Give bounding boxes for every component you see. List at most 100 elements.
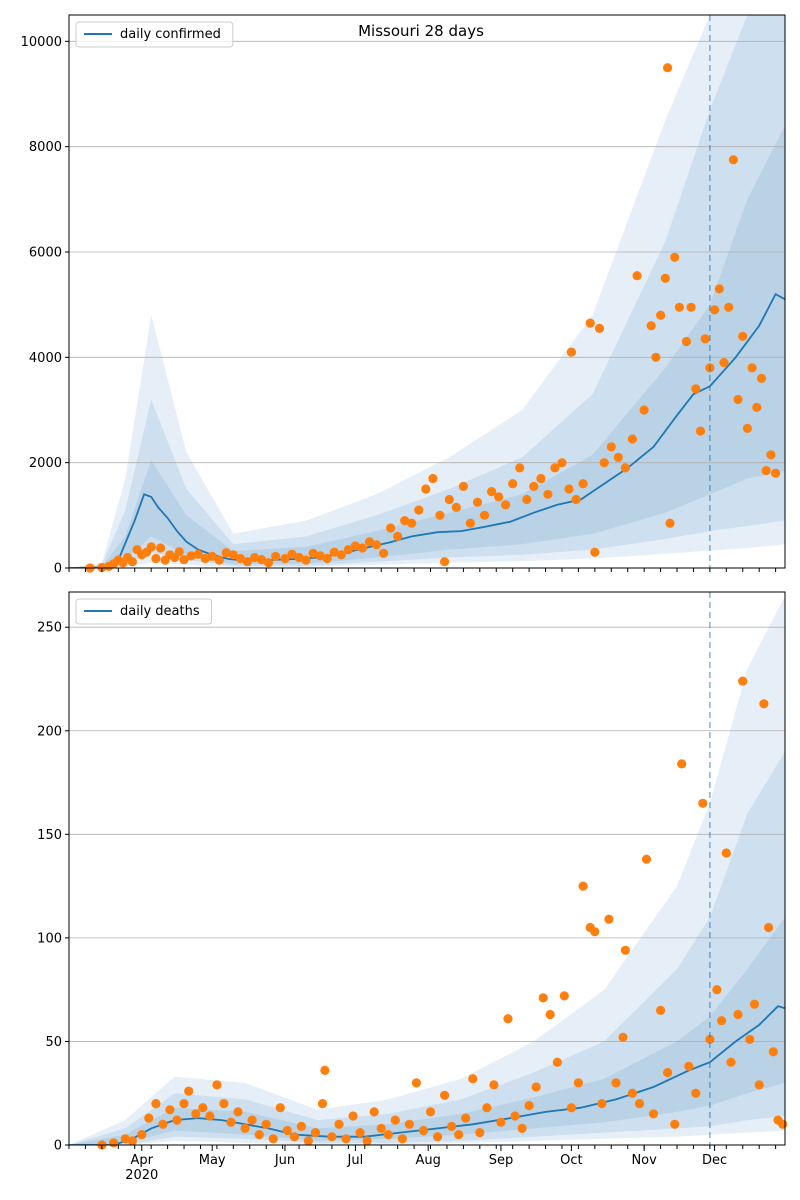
data-point [263, 558, 274, 568]
data-point [738, 331, 748, 341]
uncertainty-band-3 [69, 596, 785, 1145]
data-point [440, 557, 450, 567]
data-point [656, 1005, 666, 1016]
data-point [695, 426, 706, 436]
data-point [646, 321, 656, 331]
data-point [146, 542, 156, 552]
data-point [355, 1128, 365, 1138]
data-point [379, 548, 389, 558]
data-point [247, 1115, 257, 1125]
data-point [172, 1115, 182, 1125]
data-point [475, 1128, 485, 1138]
data-point [691, 384, 701, 394]
x-tick-label: Nov [631, 1153, 657, 1168]
data-point [564, 484, 574, 494]
data-point [656, 310, 666, 320]
data-point [343, 545, 353, 555]
data-point [193, 549, 203, 559]
data-point [663, 1067, 673, 1078]
data-point [393, 531, 403, 542]
x-tick-label: Sep [489, 1153, 514, 1168]
data-point [566, 1103, 577, 1113]
data-point [733, 394, 743, 405]
data-point [726, 1057, 736, 1067]
data-point [435, 510, 445, 520]
data-point [454, 1130, 464, 1140]
data-point [494, 492, 504, 502]
data-point [764, 922, 774, 933]
data-point [550, 463, 560, 473]
data-point [271, 551, 281, 562]
data-point [376, 1123, 386, 1133]
data-point [348, 1111, 358, 1121]
legend-label-confirmed: daily confirmed [120, 27, 221, 42]
data-point [594, 323, 605, 333]
data-point [531, 1082, 541, 1092]
data-point [487, 487, 497, 497]
data-point [648, 1109, 659, 1119]
data-point [205, 1111, 215, 1121]
data-point [444, 494, 454, 505]
data-point [599, 458, 609, 468]
data-point [543, 489, 553, 499]
data-point [665, 518, 675, 528]
data-point [421, 484, 431, 494]
x-tick-year-label: 2020 [125, 1168, 158, 1183]
y-tick-label: 150 [37, 828, 62, 843]
data-point [472, 497, 483, 507]
data-point [627, 1088, 638, 1098]
x-tick-label: May [199, 1153, 226, 1168]
data-point [315, 551, 325, 561]
y-tick-label: 10000 [21, 35, 62, 50]
data-point [503, 1014, 513, 1024]
y-tick-label: 0 [54, 562, 62, 577]
data-point [184, 1086, 194, 1096]
data-point [151, 553, 161, 564]
data-point [282, 1125, 292, 1136]
data-point [517, 1123, 527, 1133]
data-point [127, 557, 137, 567]
deaths-uncertainty-bands [69, 596, 785, 1145]
data-point [440, 1090, 450, 1100]
data-point [127, 1136, 137, 1146]
data-point [611, 1078, 621, 1088]
data-point [179, 555, 189, 565]
data-point [151, 1099, 161, 1109]
data-point [578, 479, 588, 489]
data-point [400, 516, 410, 526]
data-point [404, 1119, 414, 1129]
data-point [336, 550, 346, 560]
data-point [120, 1134, 130, 1144]
data-point [317, 1099, 328, 1109]
data-point [728, 155, 739, 165]
data-point [174, 547, 184, 557]
data-point [536, 473, 546, 484]
y-tick-label: 8000 [29, 140, 62, 155]
data-point [407, 518, 417, 528]
data-point [268, 1134, 278, 1144]
x-tick-label: Dec [702, 1153, 727, 1168]
data-point [256, 555, 267, 565]
data-point [371, 540, 382, 550]
data-point [489, 1080, 499, 1090]
data-point [766, 450, 776, 460]
deaths-y-ticks: 0 50 100 150 200 250 [37, 621, 69, 1154]
data-point [254, 1130, 264, 1140]
legend-box [75, 598, 213, 625]
data-point [754, 1080, 764, 1090]
data-point [468, 1074, 478, 1084]
x-tick-label: Apr [131, 1153, 154, 1168]
data-point [552, 1057, 562, 1067]
x-tick-label: Jul [347, 1153, 364, 1168]
data-point [303, 1136, 313, 1146]
data-point [651, 352, 661, 362]
data-point [717, 1016, 727, 1026]
data-point [508, 479, 518, 489]
data-point [296, 1121, 306, 1131]
data-point [235, 553, 245, 564]
data-point [219, 1099, 229, 1109]
data-point [397, 1134, 407, 1144]
data-point [573, 1078, 584, 1088]
data-point [510, 1111, 520, 1121]
